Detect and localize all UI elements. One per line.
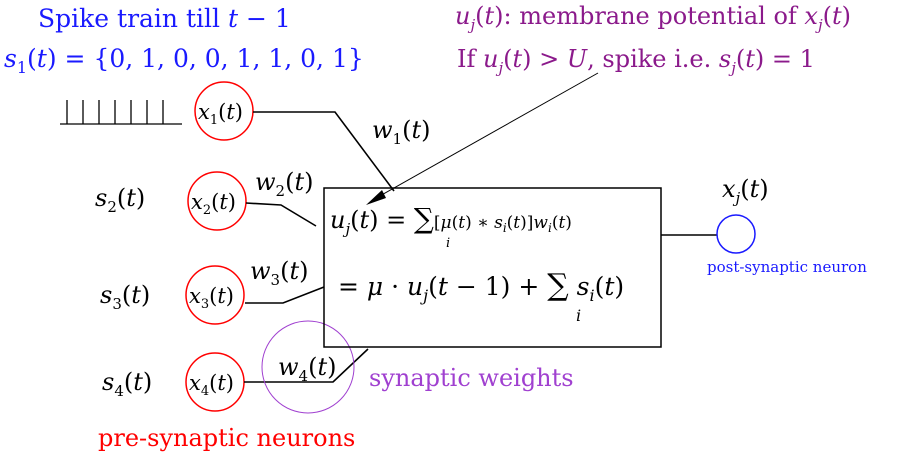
svg-text:uj(t) = ∑[μ(t) ∗ si(t)]wi(t): uj(t) = ∑[μ(t) ∗ si(t)]wi(t) xyxy=(330,202,572,238)
equation-line-2: = μ · uj(t − 1) + ∑ si(t) i xyxy=(338,268,624,325)
svg-text:x3(t): x3(t) xyxy=(189,284,234,312)
weight-label-3: w3(t) xyxy=(250,257,309,289)
synaptic-weights-label: synaptic weights xyxy=(369,364,574,392)
pointer-line xyxy=(377,72,599,198)
pre-synaptic-label: pre-synaptic neurons xyxy=(98,424,355,452)
synaptic-weight-highlight xyxy=(261,320,355,414)
signal-label-2: s2(t) xyxy=(95,184,145,216)
spike-train-caption: Spike train till t − 1 xyxy=(38,4,291,33)
synapse-line-2 xyxy=(245,202,317,227)
svg-text:= μ · uj(t − 1) + ∑ si(t): = μ · uj(t − 1) + ∑ si(t) xyxy=(338,268,624,305)
equation-line-1: uj(t) = ∑[μ(t) ∗ si(t)]wi(t) i xyxy=(330,202,572,251)
weight-label-1: w1(t) xyxy=(372,116,431,148)
pointer-arrowhead xyxy=(366,190,386,205)
output-neuron-label: xj(t) xyxy=(722,175,769,207)
weight-label-2: w2(t) xyxy=(255,168,314,200)
pre-synaptic-neuron-1: x1(t) xyxy=(194,81,254,141)
spike-train-icon xyxy=(60,100,182,125)
post-synaptic-label: post-synaptic neuron xyxy=(707,258,867,276)
membrane-equation-box xyxy=(323,187,662,348)
pre-synaptic-neuron-3: x3(t) xyxy=(185,265,245,325)
spike-condition-caption: If uj(t) > U, spike i.e. sj(t) = 1 xyxy=(457,45,815,77)
spike-train-text: Spike train till xyxy=(38,4,228,33)
pre-synaptic-neuron-2: x2(t) xyxy=(187,171,247,231)
svg-text:i: i xyxy=(446,236,450,251)
svg-text:i: i xyxy=(576,306,581,325)
post-synaptic-neuron xyxy=(716,214,756,254)
synapse-line-4 xyxy=(244,348,369,383)
svg-text:x1(t): x1(t) xyxy=(198,100,243,128)
svg-text:x2(t): x2(t) xyxy=(191,190,236,218)
signal-label-4: s4(t) xyxy=(102,368,152,400)
svg-text:x4(t): x4(t) xyxy=(189,371,234,399)
membrane-potential-caption: uj(t): membrane potential of xj(t) xyxy=(455,2,851,34)
synapse-lines xyxy=(244,111,395,383)
spike-sequence: s1(t) = {0, 1, 0, 0, 1, 1, 0, 1} xyxy=(4,44,364,77)
synapse-line-1 xyxy=(253,111,395,192)
signal-label-3: s3(t) xyxy=(100,281,150,313)
synapse-line-3 xyxy=(245,286,325,304)
weight-label-4: w4(t) xyxy=(278,353,337,385)
pre-synaptic-neuron-4: x4(t) xyxy=(185,352,245,412)
